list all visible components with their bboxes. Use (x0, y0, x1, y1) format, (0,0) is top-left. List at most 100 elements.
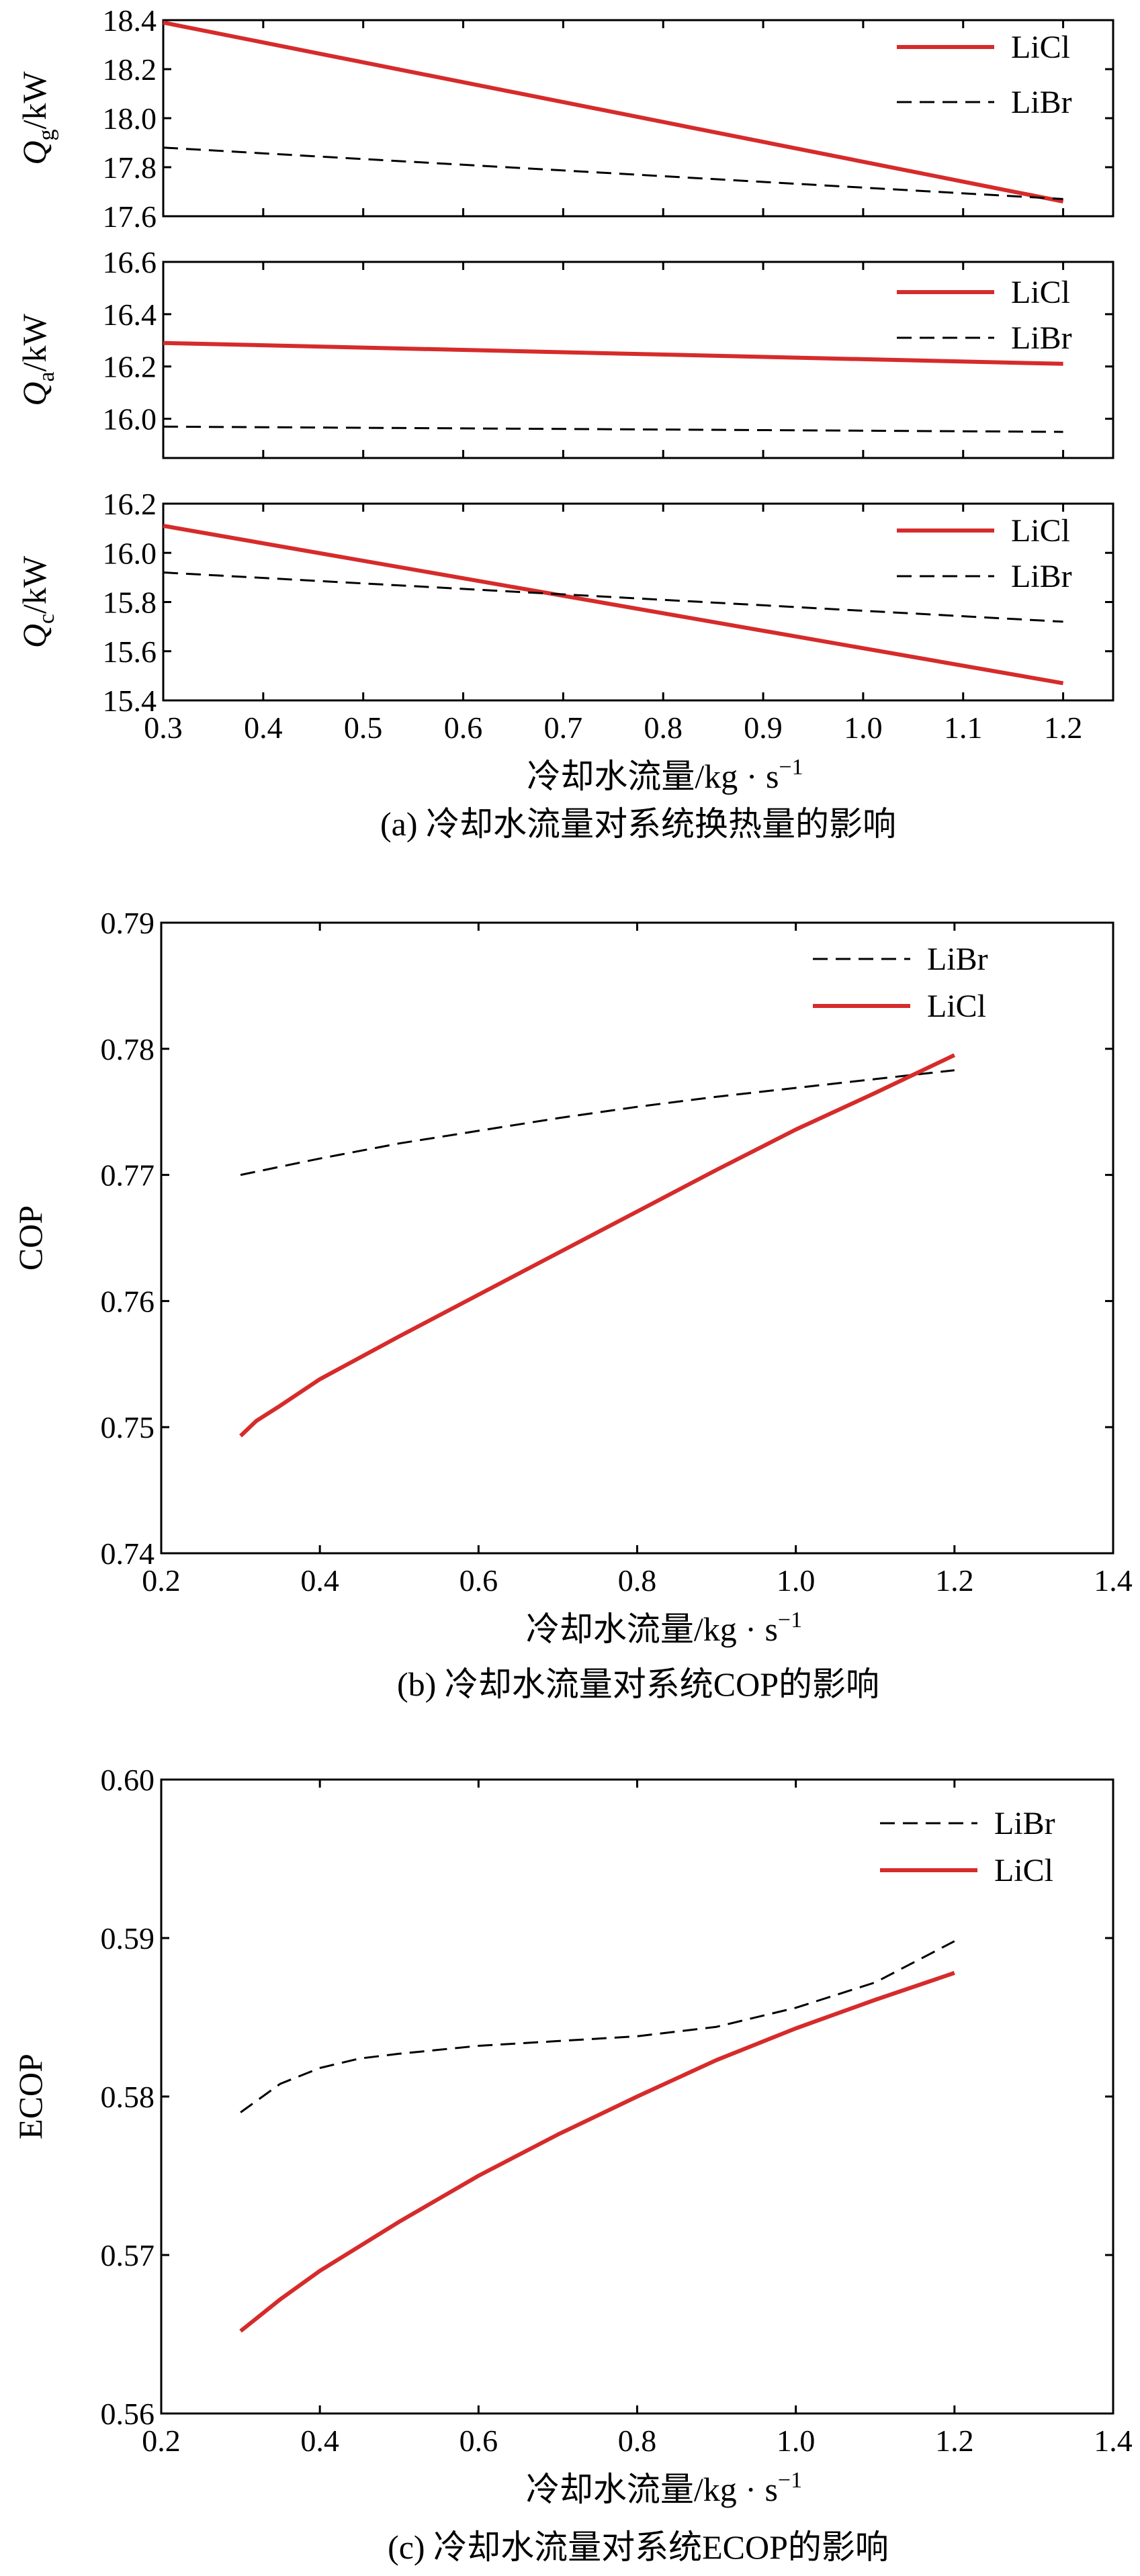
y-tick-label: 18.2 (103, 52, 157, 87)
chart-3: 15.4 15.6 15.8 16.0 16.2 0.3 0.4 0.5 0.6 0.7 0.8 0.… (15, 487, 1114, 795)
y-tick-label: 16.0 (103, 402, 157, 436)
series-line-libr (163, 571, 1063, 623)
legend-label-libr: LiBr (927, 941, 988, 977)
y-axis-title-symbol: Q (15, 624, 53, 648)
y-tick-label: 0.59 (101, 1921, 155, 1956)
y-tick-label: 0.58 (101, 2080, 155, 2114)
legend-label-libr: LiBr (1011, 320, 1072, 356)
chart-4: 0.74 0.75 0.76 0.77 0.78 0.79 0.2 0.4 0.6 0.8 1.0 1… (11, 906, 1133, 1648)
x-tick-label: 1.2 (935, 2424, 974, 2458)
y-tick-label: 0.60 (101, 1763, 155, 1797)
plot-frame (162, 261, 1114, 459)
x-axis-title-exponent: −1 (779, 755, 803, 780)
x-tick-label: 0.2 (142, 2424, 181, 2458)
x-axis-title-exponent: −1 (778, 2468, 802, 2493)
y-tick-label: 17.8 (103, 150, 157, 185)
x-tick-label: 1.4 (1094, 2424, 1133, 2458)
y-tick-label: 0.74 (101, 1536, 155, 1571)
series-line-licl (163, 20, 1064, 204)
x-tick-label: 0.4 (300, 1563, 339, 1598)
x-tick-label: 0.6 (444, 710, 483, 745)
x-axis-title: 冷却水流量/kg · s−1 (526, 2468, 802, 2508)
legend-label-licl: LiCl (1011, 275, 1070, 310)
series-line-licl (239, 1053, 956, 1438)
legend-label-libr: LiBr (1011, 559, 1072, 594)
legend-label-libr: LiBr (994, 1806, 1055, 1841)
caption-b: (b) 冷却水流量对系统COP的影响 (397, 1665, 879, 1703)
legend-label-libr: LiBr (1011, 85, 1072, 120)
y-tick-label: 0.76 (101, 1284, 155, 1318)
x-tick-label: 0.5 (344, 710, 383, 745)
legend-label-licl: LiCl (1011, 30, 1070, 65)
y-axis-title: ECOP (11, 2054, 49, 2140)
legend-label-licl: LiCl (994, 1853, 1053, 1888)
y-axis-title-unit: /kW (15, 71, 53, 130)
y-axis-title: COP (11, 1205, 49, 1271)
x-tick-label: 0.3 (144, 710, 183, 745)
series-line-libr (240, 1940, 955, 2113)
y-axis-title-symbol: Q (15, 140, 53, 165)
x-tick-label: 0.7 (544, 710, 583, 745)
y-axis-title-unit: /kW (15, 314, 53, 372)
x-tick-label: 0.4 (300, 2424, 339, 2458)
y-tick-label: 17.6 (103, 199, 157, 234)
y-tick-label: 16.2 (103, 350, 157, 384)
y-tick-label: 0.56 (101, 2397, 155, 2431)
y-tick-label: 0.79 (101, 906, 155, 940)
legend-label-licl: LiCl (927, 988, 986, 1024)
series-line-libr (163, 425, 1063, 433)
x-tick-label: 0.8 (618, 2424, 657, 2458)
y-tick-label: 15.6 (103, 635, 157, 669)
y-tick-label: 0.78 (101, 1032, 155, 1066)
x-tick-label: 0.2 (142, 1563, 181, 1598)
y-tick-label: 0.75 (101, 1410, 155, 1444)
series-line-licl (163, 340, 1063, 366)
series-line-licl (163, 524, 1064, 686)
y-tick-label: 18.4 (103, 3, 157, 38)
chart-1: 17.6 17.8 18.0 18.2 18.4 Qg/kW LiCl LiBr (15, 3, 1114, 234)
series-line-libr (163, 146, 1063, 200)
y-tick-label: 16.0 (103, 536, 157, 570)
y-axis-title: Qg/kW (15, 71, 59, 165)
y-tick-label: 18.0 (103, 101, 157, 136)
x-axis-title: 冷却水流量/kg · s−1 (526, 1608, 802, 1648)
legend-label-licl: LiCl (1011, 513, 1070, 549)
y-axis-title-symbol: Q (15, 382, 53, 406)
caption-a: (a) 冷却水流量对系统换热量的影响 (380, 805, 896, 843)
x-tick-label: 0.8 (618, 1563, 657, 1598)
y-axis-title-subscript: a (34, 371, 59, 381)
y-axis-title-subscript: g (34, 129, 59, 140)
x-tick-label: 0.4 (244, 710, 283, 745)
y-axis-title-unit: /kW (15, 555, 53, 614)
caption-c: (c) 冷却水流量对系统ECOP的影响 (388, 2528, 889, 2566)
x-tick-label: 0.8 (644, 710, 683, 745)
x-tick-label: 1.0 (777, 1563, 816, 1598)
plot-frame (162, 502, 1114, 702)
x-tick-label: 1.2 (935, 1563, 974, 1598)
charts-root: 17.617.818.018.218.4Qg/kWLiClLiBr16.016.… (11, 3, 1133, 2508)
y-tick-label: 15.8 (103, 586, 157, 620)
x-axis-title: 冷却水流量/kg · s−1 (527, 755, 803, 795)
series-line-libr (240, 1069, 955, 1177)
y-tick-label: 0.77 (101, 1158, 155, 1193)
y-axis-title: Qc/kW (15, 555, 59, 648)
y-tick-label: 16.4 (103, 297, 157, 332)
x-tick-label: 0.6 (459, 2424, 498, 2458)
chart-2: 16.0 16.2 16.4 16.6 Qa/kW LiCl LiBr (15, 245, 1114, 459)
x-tick-label: 1.0 (844, 710, 883, 745)
chart-5: 0.56 0.57 0.58 0.59 0.60 0.2 0.4 0.6 0.8 1.0 1.2 1.… (11, 1763, 1133, 2508)
series-line-licl (239, 1971, 955, 2333)
x-tick-label: 1.1 (944, 710, 983, 745)
x-tick-label: 0.9 (744, 710, 783, 745)
x-axis-title-exponent: −1 (778, 1608, 802, 1632)
y-tick-label: 16.2 (103, 487, 157, 521)
y-tick-label: 0.57 (101, 2238, 155, 2272)
y-tick-label: 15.4 (103, 684, 157, 718)
x-tick-label: 1.4 (1094, 1563, 1133, 1598)
x-tick-label: 0.6 (459, 1563, 498, 1598)
y-tick-label: 16.6 (103, 245, 157, 279)
y-axis-title-subscript: c (34, 614, 59, 624)
x-tick-label: 1.0 (777, 2424, 816, 2458)
y-axis-title: Qa/kW (15, 314, 59, 406)
